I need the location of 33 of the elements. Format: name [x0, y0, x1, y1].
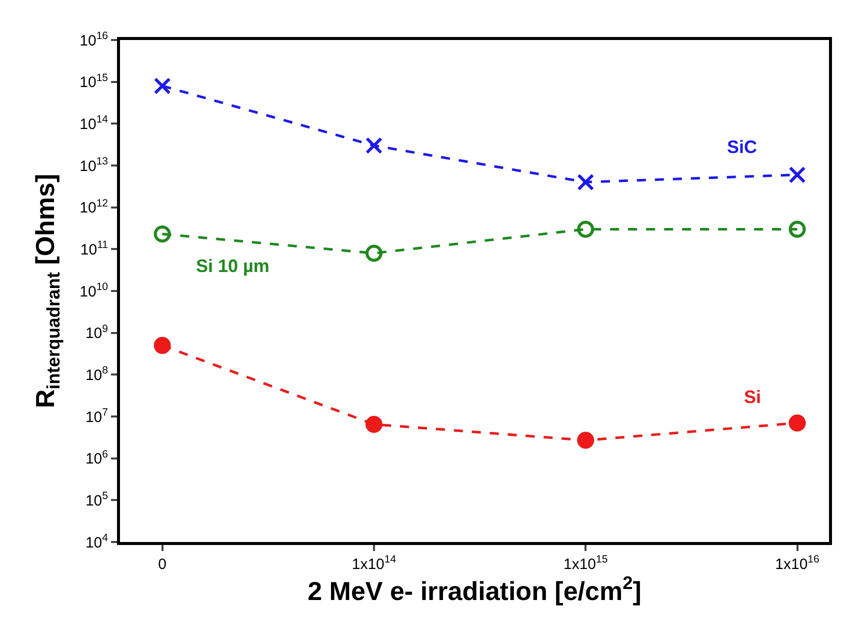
y-tick-label: 10$^{8}$ [85, 364, 108, 384]
point [788, 166, 806, 184]
y-tick-label: 10$^{16}$ [80, 30, 108, 50]
y-tick-label: 10$^{14}$ [80, 114, 108, 133]
x-tick-label: 1x10$^{16}$ [775, 554, 820, 573]
point [154, 77, 171, 94]
point [154, 336, 171, 354]
x-tick-label: 1x10$^{15}$ [564, 554, 608, 573]
point [365, 137, 382, 154]
y-tick-label: 10$^{11}$ [80, 239, 108, 258]
y-tick-label: 10$^{12}$ [80, 197, 108, 217]
point [788, 220, 806, 238]
point [577, 220, 594, 238]
x-tick-label: 0 [158, 556, 166, 573]
point [788, 414, 806, 432]
point [577, 432, 594, 449]
y-tick-label: 10$^{4}$ [85, 532, 108, 552]
series-label: Si 10 µm [196, 256, 270, 276]
x-tick-label: 1x10$^{14}$ [352, 554, 396, 573]
y-tick-label: 10$^{5}$ [85, 490, 108, 510]
y-tick-label: 10$^{7}$ [85, 406, 108, 426]
series-label: SiC [727, 137, 758, 157]
series-label: Si [744, 387, 762, 407]
point [365, 244, 382, 262]
y-tick-label: 10$^{13}$ [80, 155, 108, 175]
point [154, 226, 171, 243]
point [577, 174, 594, 191]
y-tick-label: 10$^{15}$ [80, 72, 108, 92]
y-tick-label: 10$^{6}$ [85, 448, 108, 468]
x-axis-title: 2 MeV e- irradiation [e/cm$^{2}$] [308, 573, 642, 606]
point [365, 416, 382, 433]
y-tick-label: 10$^{10}$ [80, 280, 108, 300]
y-tick-label: 10$^{9}$ [85, 322, 108, 342]
